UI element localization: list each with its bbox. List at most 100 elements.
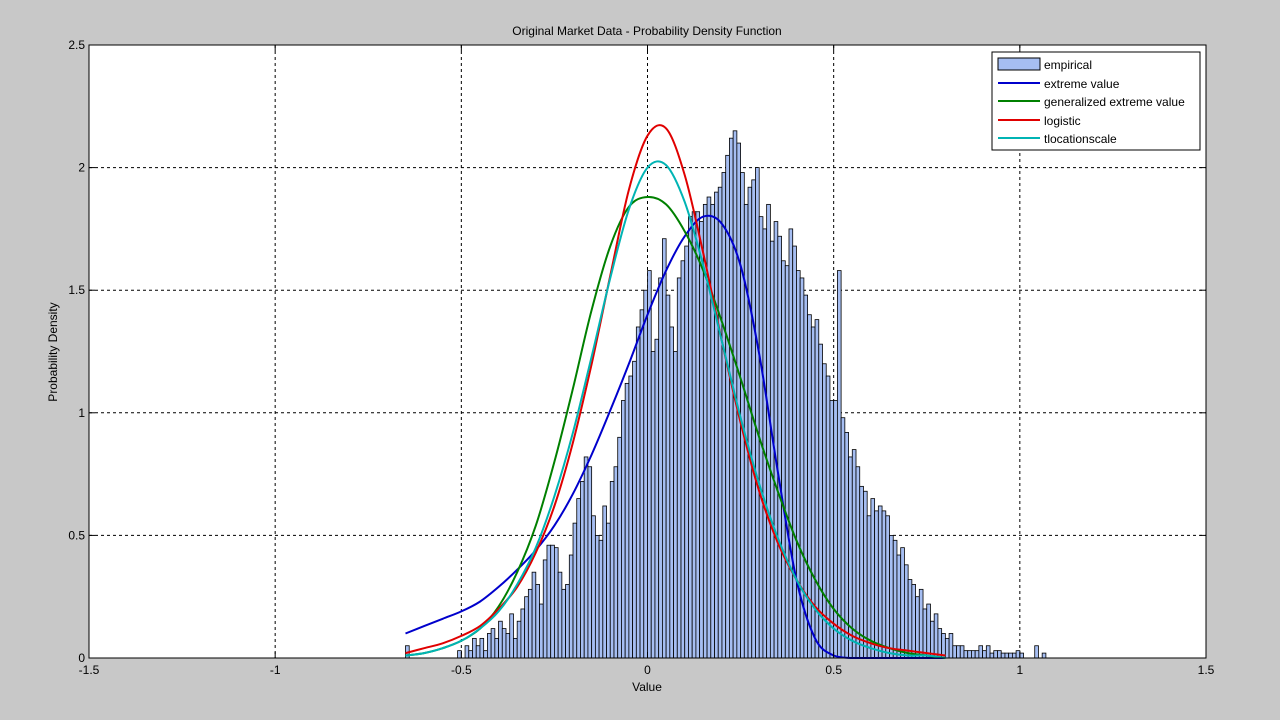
histogram-bar — [863, 490, 868, 659]
histogram-bar — [542, 559, 548, 659]
x-tick-label: 1 — [1016, 663, 1023, 677]
histogram-bar — [1034, 645, 1039, 659]
histogram-bar — [796, 270, 801, 659]
histogram-bar — [628, 375, 634, 659]
histogram-bar — [762, 228, 768, 659]
histogram-bar — [892, 539, 898, 659]
histogram-bar — [1015, 650, 1021, 659]
histogram-bar — [963, 650, 969, 659]
histogram-bar — [539, 603, 544, 659]
y-tick-label: 0 — [78, 651, 85, 665]
histogram-bar — [896, 554, 902, 659]
histogram-bar — [952, 645, 957, 659]
histogram-bar — [989, 652, 995, 659]
histogram-bar — [691, 211, 697, 659]
histogram-bar — [911, 584, 916, 659]
legend-swatch-empirical — [997, 57, 1041, 71]
histogram-bar — [993, 650, 998, 659]
histogram-bar — [643, 289, 648, 659]
histogram-bar — [918, 588, 924, 659]
histogram-bar — [699, 221, 704, 659]
histogram-bar — [665, 294, 671, 659]
histogram-bar — [971, 650, 976, 659]
histogram-bar — [647, 270, 652, 659]
histogram-bar — [509, 613, 514, 659]
histogram-bar — [572, 522, 578, 659]
histogram-bar — [524, 596, 529, 659]
histogram-bar — [535, 584, 540, 659]
histogram-bar — [944, 637, 950, 659]
histogram-bar — [621, 400, 626, 659]
y-tick-label: 0.5 — [68, 528, 85, 542]
histogram-bar — [714, 191, 719, 659]
histogram-bar — [792, 245, 797, 659]
legend-label-empirical: empirical — [1044, 58, 1092, 72]
histogram-bar — [457, 650, 462, 659]
histogram-bar — [557, 571, 563, 659]
histogram-bar — [784, 265, 790, 659]
histogram-bar — [777, 235, 782, 659]
histogram-bar — [706, 196, 712, 659]
legend-label-logistic: logistic — [1044, 114, 1081, 128]
x-tick-label: -1 — [270, 663, 281, 677]
histogram-bar — [609, 481, 615, 659]
histogram-bar — [531, 571, 537, 659]
histogram-bar — [624, 382, 630, 659]
histogram-bar — [650, 351, 656, 659]
x-tick-label: -0.5 — [451, 663, 472, 677]
histogram-bar — [654, 338, 660, 659]
legend-label-tlocationscale: tlocationscale — [1044, 132, 1117, 146]
histogram-bar — [669, 326, 674, 659]
histogram-bar — [978, 645, 983, 659]
histogram-bar — [773, 221, 779, 659]
histogram-bar — [985, 645, 991, 659]
histogram-bar — [527, 588, 533, 659]
histogram-bar — [967, 650, 972, 659]
histogram-bar — [836, 270, 842, 659]
histogram-bar — [546, 544, 552, 659]
histogram-bar — [915, 596, 920, 659]
x-tick-label: 1.5 — [1198, 663, 1215, 677]
y-axis-ticks: 0 0.5 1 1.5 2 2.5 — [68, 38, 1206, 665]
histogram-bar — [933, 613, 939, 659]
histogram-bar — [859, 485, 864, 659]
histogram-bar — [736, 142, 741, 659]
y-tick-label: 2 — [78, 161, 85, 175]
histogram-bar — [494, 637, 499, 659]
x-axis-label: Value — [632, 680, 662, 694]
histogram-bar — [729, 137, 734, 659]
legend-label-generalized-extreme-value: generalized extreme value — [1044, 95, 1185, 109]
histogram-bar — [550, 544, 555, 659]
histogram-bar — [464, 645, 470, 659]
curve-logistic — [405, 124, 946, 657]
histogram-bar — [520, 608, 526, 659]
histogram-bar — [632, 360, 637, 659]
histogram-bar — [516, 620, 522, 659]
histogram-bar — [937, 628, 943, 659]
histogram-bar — [554, 547, 559, 659]
histogram-bar — [501, 628, 507, 659]
histogram-bar — [602, 505, 607, 659]
histogram-bar — [658, 277, 663, 659]
histogram-bar — [874, 510, 879, 659]
histogram-bar — [598, 539, 604, 659]
y-axis-label: Probability Density — [46, 302, 60, 401]
histogram-bar — [513, 637, 518, 659]
histogram-bar — [486, 633, 492, 659]
histogram-bar — [833, 400, 838, 659]
chart-title: Original Market Data - Probability Densi… — [512, 24, 781, 38]
histogram-bar — [781, 260, 786, 659]
histogram-bar — [855, 466, 861, 659]
histogram-bar — [483, 650, 488, 659]
x-tick-label: -1.5 — [79, 663, 100, 677]
histogram-bar — [881, 510, 887, 659]
y-tick-label: 1.5 — [68, 283, 85, 297]
curve-generalized-extreme-value — [405, 195, 946, 659]
histogram-bar — [866, 515, 872, 659]
y-tick-label: 1 — [78, 406, 85, 420]
histogram-bar — [594, 535, 600, 659]
histogram-bar — [974, 650, 980, 659]
histogram-bar — [617, 436, 622, 659]
histogram-bar — [788, 228, 794, 659]
histogram-bar — [479, 637, 485, 659]
